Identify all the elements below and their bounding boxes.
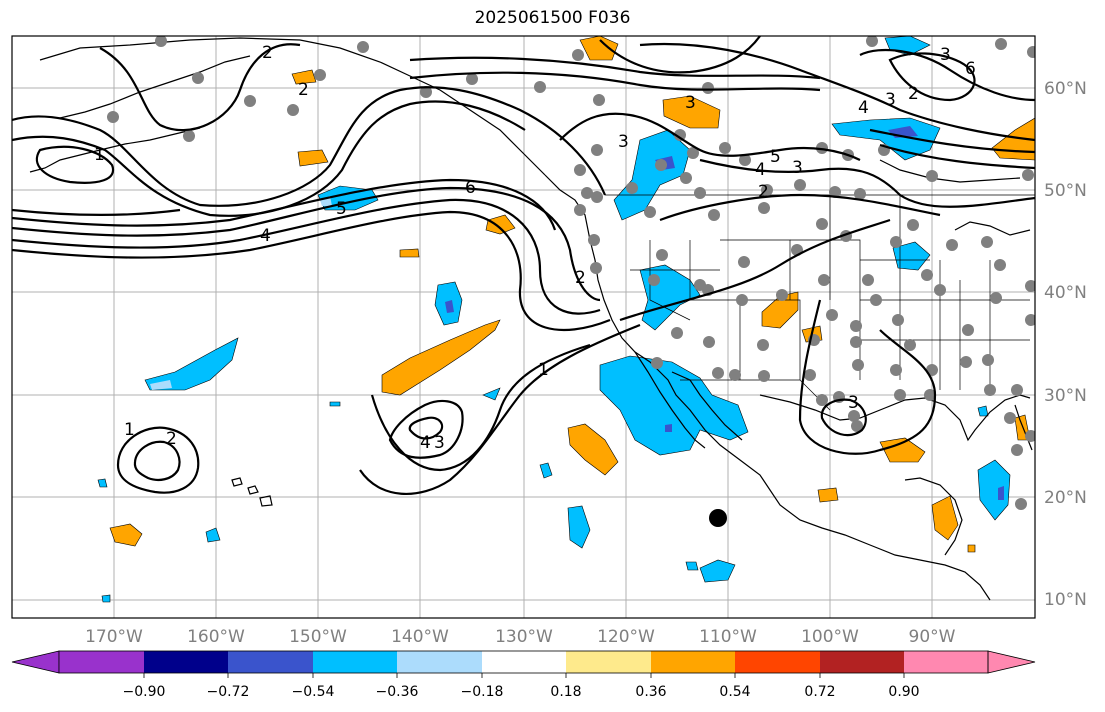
lon-label: 90°W xyxy=(909,627,956,647)
contour-label: 3 xyxy=(434,433,445,453)
contour-label: 3 xyxy=(792,158,803,178)
map-title: 2025061500 F036 xyxy=(474,8,631,28)
colorbar-tick-label: −0.18 xyxy=(461,684,504,700)
lat-label: 20°N xyxy=(1044,488,1087,508)
colorbar-segment xyxy=(820,651,904,673)
lat-label: 30°N xyxy=(1044,386,1087,406)
lon-label: 150°W xyxy=(289,627,347,647)
contour-label: 2 xyxy=(166,429,177,449)
colorbar: −0.90 −0.72 −0.54 −0.36 −0.18 0.18 0.36 … xyxy=(11,650,1036,700)
colorbar-segment xyxy=(313,651,397,673)
contour-label: 5 xyxy=(336,199,347,219)
colorbar-tick-label: 0.90 xyxy=(888,684,919,700)
lat-label: 60°N xyxy=(1044,79,1087,99)
lon-label: 130°W xyxy=(495,627,553,647)
colorbar-tick-label: 0.18 xyxy=(550,684,581,700)
colorbar-low-extend xyxy=(11,650,60,674)
contour-label: 3 xyxy=(618,132,629,152)
colorbar-segment xyxy=(59,651,144,673)
contour-label: 2 xyxy=(298,80,309,100)
colorbar-tick-label: 0.72 xyxy=(804,684,835,700)
contour-label: 4 xyxy=(858,98,869,118)
contour-label: 3 xyxy=(848,393,859,413)
contour-label: 1 xyxy=(94,145,105,165)
contour-labels: 2 3 4 5 6 4 3 2 1 4 3 2 1 2 1 3 2 3 4 5 … xyxy=(94,43,976,453)
station-dots xyxy=(107,36,1035,510)
colorbar-tick-label: −0.54 xyxy=(292,684,335,700)
colorbar-segment xyxy=(651,651,735,673)
lat-label: 50°N xyxy=(1044,181,1087,201)
contour-label: 3 xyxy=(685,93,696,113)
contour-label: 3 xyxy=(885,90,896,110)
longitude-labels: 170°W 160°W 150°W 140°W 130°W 120°W 110°… xyxy=(85,627,956,647)
colorbar-segment xyxy=(735,651,820,673)
colorbar-segment xyxy=(228,651,313,673)
lon-label: 100°W xyxy=(801,627,859,647)
map-frame xyxy=(11,35,1036,619)
colorbar-tick-label: −0.72 xyxy=(207,684,250,700)
contour-label: 4 xyxy=(420,433,431,453)
contour-label: 2 xyxy=(575,268,586,288)
contour-label: 2 xyxy=(908,84,919,104)
contour-label: 6 xyxy=(965,59,976,79)
lon-label: 110°W xyxy=(699,627,757,647)
contour-label: 1 xyxy=(538,360,549,380)
contour-label: 6 xyxy=(465,178,476,198)
colorbar-segment xyxy=(397,651,482,673)
lon-label: 120°W xyxy=(597,627,655,647)
colorbar-high-extend xyxy=(987,650,1036,674)
contour-label: 2 xyxy=(262,43,273,63)
storm-center-marker xyxy=(709,509,727,527)
lon-label: 160°W xyxy=(187,627,245,647)
contour-label: 4 xyxy=(755,160,766,180)
colorbar-segment xyxy=(904,651,988,673)
contour-lines xyxy=(12,36,1035,496)
lon-label: 140°W xyxy=(391,627,449,647)
lat-label: 40°N xyxy=(1044,283,1087,303)
lat-label: 10°N xyxy=(1044,590,1087,610)
latitude-labels: 60°N 50°N 40°N 30°N 20°N 10°N xyxy=(1044,79,1087,610)
colorbar-tick-label: −0.90 xyxy=(123,684,166,700)
contour-label: 5 xyxy=(770,147,781,167)
colorbar-tick-label: −0.36 xyxy=(376,684,419,700)
contour-label: 2 xyxy=(758,182,769,202)
colorbar-segment xyxy=(482,651,566,673)
colorbar-segment xyxy=(144,651,228,673)
contour-label: 1 xyxy=(124,420,135,440)
lon-label: 170°W xyxy=(85,627,143,647)
positive-shading xyxy=(109,36,1035,553)
colorbar-segment xyxy=(566,651,651,673)
coastlines xyxy=(29,37,1033,601)
colorbar-tick-label: 0.54 xyxy=(719,684,750,700)
contour-label: 4 xyxy=(260,226,271,246)
gridlines xyxy=(12,36,1035,618)
contour-label: 3 xyxy=(940,45,951,65)
colorbar-tick-label: 0.36 xyxy=(635,684,666,700)
